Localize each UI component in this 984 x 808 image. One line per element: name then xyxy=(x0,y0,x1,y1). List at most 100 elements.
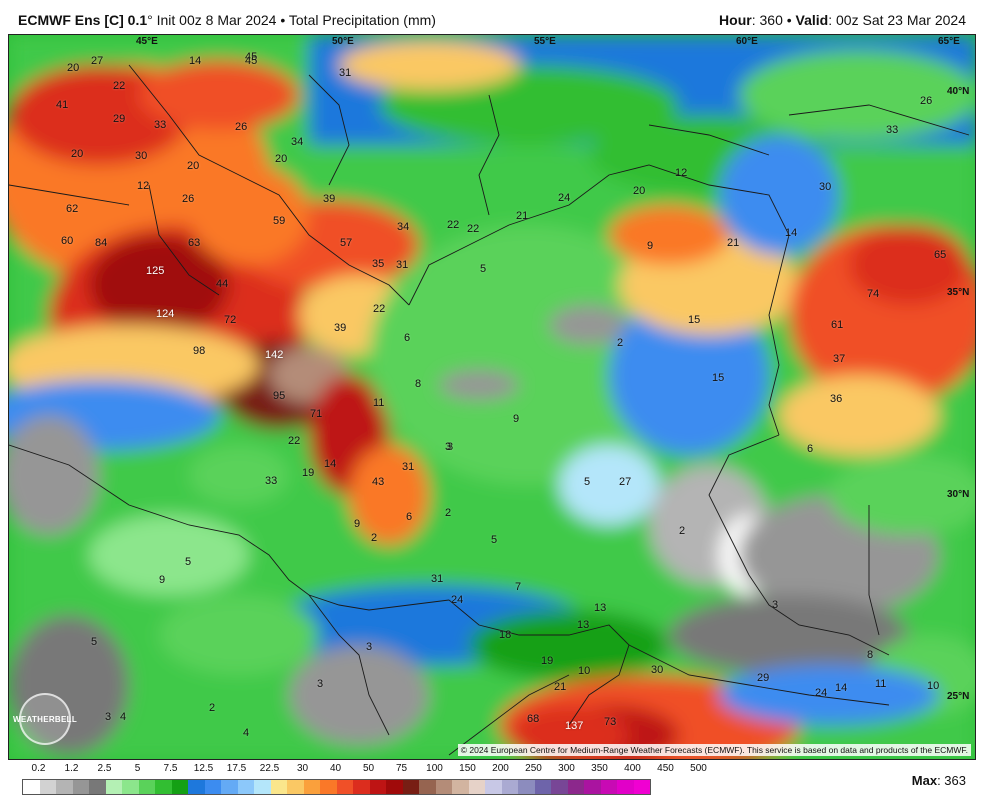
legend-level-label: 0.2 xyxy=(31,763,46,774)
lon-label: 60°E xyxy=(736,36,758,47)
precip-value-label: 26 xyxy=(920,95,933,107)
precip-value-label: 4 xyxy=(120,711,127,723)
precip-value-label: 5 xyxy=(185,556,192,568)
lat-label: 40°N xyxy=(947,86,970,97)
title: ECMWF Ens [C] 0.1° Init 00z 8 Mar 2024 •… xyxy=(18,12,436,28)
precip-value-label: 61 xyxy=(831,319,844,331)
legend-swatch xyxy=(138,780,155,794)
precip-value-label: 22 xyxy=(467,223,480,235)
precip-value-label: 84 xyxy=(95,237,108,249)
valid-info: Hour: 360 • Valid: 00z Sat 23 Mar 2024 xyxy=(719,12,966,28)
legend-level-label: 2.5 xyxy=(97,763,112,774)
legend-swatch xyxy=(89,780,106,794)
precip-value-label: 44 xyxy=(216,278,229,290)
precip-value-label: 14 xyxy=(324,458,337,470)
legend-swatch xyxy=(435,780,452,794)
precip-value-label: 30 xyxy=(135,150,148,162)
precip-value-label: 60 xyxy=(61,235,74,247)
precip-value-label: 4 xyxy=(243,727,250,739)
legend-level-label: 22.5 xyxy=(259,763,280,774)
legend-level-label: 17.5 xyxy=(226,763,247,774)
precip-value-label: 2 xyxy=(209,702,216,714)
legend-swatch xyxy=(204,780,221,794)
precip-value-label: 3 xyxy=(447,441,454,453)
precip-value-label: 9 xyxy=(354,518,361,530)
precip-value-label: 10 xyxy=(927,680,940,692)
valid-value: : 00z Sat 23 Mar 2024 xyxy=(828,12,966,28)
legend-level-label: 150 xyxy=(459,763,476,774)
precip-value-label: 20 xyxy=(67,62,80,74)
legend-swatch xyxy=(303,780,320,794)
precip-value-label: 63 xyxy=(188,237,201,249)
precip-value-label: 8 xyxy=(415,378,422,390)
precip-value-label: 29 xyxy=(113,113,126,125)
weatherbell-logo: WEATHERBELL xyxy=(13,693,77,745)
legend-swatch xyxy=(567,780,584,794)
precip-value-label: 71 xyxy=(310,408,323,420)
hour-label: Hour xyxy=(719,12,752,28)
precipitation-map[interactable]: 20 27 45 14 45 31 41 22 29 33 26 20 30 20 34 20 12 26 62 60… xyxy=(8,34,976,760)
precip-value-label: 22 xyxy=(447,219,460,231)
legend-level-label: 7.5 xyxy=(163,763,178,774)
legend-level-label: 12.5 xyxy=(193,763,214,774)
precip-value-label: 98 xyxy=(193,345,206,357)
precip-value-label: 37 xyxy=(833,353,846,365)
precip-value-label: 33 xyxy=(265,475,278,487)
precip-value-label: 34 xyxy=(397,221,410,233)
precip-value-label: 30 xyxy=(819,181,832,193)
precip-value-label: 24 xyxy=(558,192,571,204)
precip-value-label: 3 xyxy=(445,441,452,453)
legend-swatch xyxy=(39,780,56,794)
precip-value-label: 22 xyxy=(113,80,126,92)
legend-swatch xyxy=(23,780,40,794)
precip-value-label: 20 xyxy=(187,160,200,172)
precip-value-label: 20 xyxy=(633,185,646,197)
precip-value-label: 8 xyxy=(867,649,874,661)
lon-label: 50°E xyxy=(332,36,354,47)
precip-value-label: 2 xyxy=(617,337,624,349)
hour-value: : 360 • xyxy=(751,12,796,28)
precip-value-label: 45 xyxy=(245,55,258,67)
init-info: ° Init 00z 8 Mar 2024 • Total Precipitat… xyxy=(147,12,436,28)
legend-level-label: 200 xyxy=(492,763,509,774)
precip-value-label: 33 xyxy=(886,124,899,136)
precip-value-label: 14 xyxy=(835,682,848,694)
legend-swatch xyxy=(419,780,436,794)
legend-swatch xyxy=(72,780,89,794)
precip-value-label: 31 xyxy=(396,259,409,271)
legend-swatch xyxy=(336,780,353,794)
precip-value-label: 9 xyxy=(647,240,654,252)
precip-value-label: 7 xyxy=(515,581,522,593)
legend-swatch xyxy=(287,780,304,794)
precip-value-label: 5 xyxy=(491,534,498,546)
precip-value-label: 33 xyxy=(154,119,167,131)
precip-value-label: 2 xyxy=(371,532,378,544)
legend-swatch xyxy=(551,780,568,794)
precip-value-label: 125 xyxy=(146,265,165,277)
precip-value-label: 9 xyxy=(159,574,166,586)
precip-value-label: 21 xyxy=(727,237,740,249)
legend-swatch xyxy=(56,780,73,794)
legend-swatch xyxy=(386,780,403,794)
precip-value-label: 30 xyxy=(651,664,664,676)
precip-value-label: 74 xyxy=(867,288,880,300)
legend-level-label: 300 xyxy=(558,763,575,774)
precip-value-label: 13 xyxy=(577,619,590,631)
precip-value-label: 19 xyxy=(302,467,315,479)
legend-swatch xyxy=(501,780,518,794)
precip-value-label: 73 xyxy=(604,716,617,728)
precip-value-label: 13 xyxy=(594,602,607,614)
legend-swatch xyxy=(155,780,172,794)
precip-value-label: 3 xyxy=(772,599,779,611)
precip-value-label: 12 xyxy=(675,167,688,179)
precip-value-label: 31 xyxy=(431,573,444,585)
legend-swatch xyxy=(221,780,238,794)
precip-value-label: 65 xyxy=(934,249,947,261)
precip-value-label: 5 xyxy=(584,476,591,488)
precip-value-label: 11 xyxy=(373,397,385,409)
lon-label: 55°E xyxy=(534,36,556,47)
precip-value-label: 6 xyxy=(406,511,413,523)
precip-value-label: 10 xyxy=(578,665,591,677)
legend-bar xyxy=(22,779,651,795)
precip-value-label: 5 xyxy=(480,263,487,275)
